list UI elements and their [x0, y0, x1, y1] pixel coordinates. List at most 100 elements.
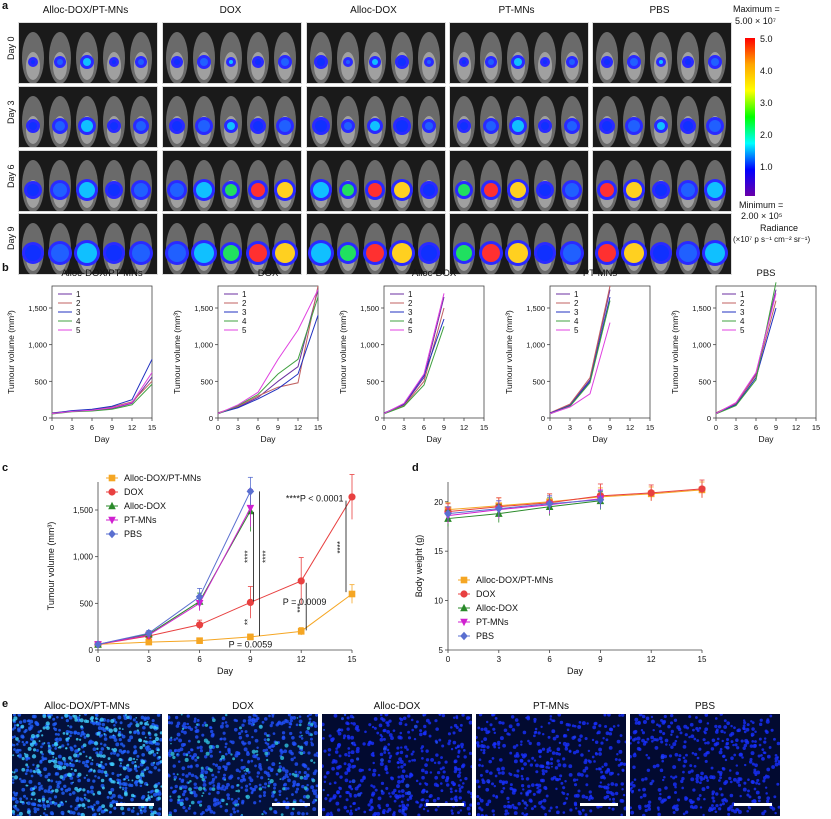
- nucleus-dot: [610, 792, 615, 797]
- fluorescence-svg: [12, 714, 162, 816]
- signal-dot: [198, 786, 203, 791]
- nucleus-dot: [701, 787, 706, 792]
- nucleus-dot: [634, 717, 639, 722]
- nucleus-dot: [401, 803, 406, 808]
- colorbar-units: (×10⁷ p s⁻¹ cm⁻² sr⁻¹): [733, 235, 811, 244]
- signal-dot: [109, 777, 112, 781]
- nucleus-dot: [329, 811, 333, 814]
- nucleus-dot: [14, 797, 18, 800]
- nucleus-dot: [102, 728, 107, 733]
- nucleus-dot: [421, 798, 425, 802]
- nucleus-dot: [476, 802, 481, 806]
- nucleus-dot: [339, 775, 343, 779]
- signal-dot: [136, 729, 140, 732]
- nucleus-dot: [35, 748, 40, 752]
- signal-inner: [681, 183, 695, 197]
- nucleus-dot: [503, 804, 507, 809]
- nucleus-dot: [131, 761, 135, 765]
- signal-dot: [85, 755, 88, 758]
- nucleus-dot: [672, 742, 677, 747]
- nucleus-dot: [551, 719, 554, 723]
- nucleus-dot: [114, 720, 118, 724]
- colorbar-max-value: 5.00 × 10⁷: [735, 16, 777, 26]
- nucleus-dot: [559, 774, 563, 778]
- nucleus-dot: [728, 769, 732, 772]
- scale-bar: [734, 803, 772, 806]
- nucleus-dot: [386, 730, 391, 734]
- marker-circle: [698, 485, 706, 493]
- signal-inner: [342, 184, 354, 196]
- signal-inner: [368, 183, 382, 197]
- nucleus-dot: [729, 793, 734, 798]
- series-line-4: [715, 282, 777, 415]
- nucleus-dot: [388, 719, 392, 723]
- nucleus-dot: [584, 766, 589, 771]
- imaging-cell-svg: [595, 223, 728, 274]
- signal-dot: [103, 770, 108, 774]
- signal-dot: [113, 727, 118, 732]
- group-label-a-3: Alloc-DOX: [350, 5, 397, 16]
- nucleus-dot: [202, 782, 207, 787]
- nucleus-dot: [323, 775, 327, 779]
- nucleus-dot: [134, 730, 138, 734]
- nucleus-dot: [103, 737, 108, 741]
- signal-dot: [36, 733, 40, 738]
- signal-inner: [108, 184, 120, 196]
- nucleus-dot: [399, 736, 403, 740]
- signal-dot: [139, 745, 143, 750]
- nucleus-dot: [174, 784, 178, 789]
- nucleus-dot: [289, 719, 293, 723]
- nucleus-dot: [673, 718, 678, 723]
- series-line-1: [217, 289, 319, 415]
- nucleus-dot: [256, 771, 261, 775]
- signal-dot: [135, 774, 140, 780]
- y-tick-label: 1,000: [526, 341, 545, 350]
- nucleus-dot: [739, 794, 742, 798]
- nucleus-dot: [752, 744, 757, 749]
- nucleus-dot: [593, 760, 596, 763]
- signal-dot: [201, 777, 205, 782]
- signal-inner: [313, 182, 329, 198]
- signal-dot: [25, 763, 29, 767]
- nucleus-dot: [177, 760, 181, 763]
- nucleus-dot: [248, 715, 252, 720]
- x-axis-label: Day: [592, 434, 608, 444]
- nucleus-dot: [69, 805, 73, 808]
- signal-dot: [82, 743, 87, 748]
- nucleus-dot: [559, 720, 564, 725]
- nucleus-dot: [438, 714, 442, 716]
- signal-dot: [422, 714, 425, 717]
- day-label-3: Day 3: [6, 100, 16, 124]
- x-tick-label: 15: [646, 423, 654, 432]
- nucleus-dot: [81, 730, 84, 733]
- nucleus-dot: [68, 715, 73, 720]
- signal-dot: [32, 740, 37, 745]
- nucleus-dot: [630, 810, 635, 815]
- marker-circle: [460, 590, 468, 598]
- nucleus-dot: [141, 731, 146, 736]
- nucleus-dot: [348, 792, 352, 796]
- nucleus-dot: [28, 779, 33, 784]
- nucleus-dot: [594, 740, 599, 745]
- nucleus-dot: [455, 716, 459, 720]
- nucleus-dot: [432, 798, 437, 803]
- signal-inner: [172, 121, 182, 131]
- nucleus-dot: [486, 745, 490, 749]
- series-line-5: [97, 491, 251, 645]
- nucleus-dot: [695, 716, 698, 719]
- nucleus-dot: [493, 742, 497, 746]
- signal-dot: [310, 722, 314, 727]
- nucleus-dot: [44, 774, 49, 779]
- nucleus-dot: [676, 798, 681, 802]
- signal-dot: [51, 789, 55, 793]
- nucleus-dot: [765, 719, 770, 724]
- nucleus-dot: [645, 740, 648, 744]
- nucleus-dot: [529, 763, 534, 767]
- signal-inner: [281, 58, 289, 66]
- nucleus-dot: [306, 774, 310, 778]
- nucleus-dot: [367, 803, 371, 807]
- nucleus-dot: [724, 758, 728, 762]
- nucleus-dot: [111, 734, 116, 739]
- nucleus-dot: [654, 745, 659, 750]
